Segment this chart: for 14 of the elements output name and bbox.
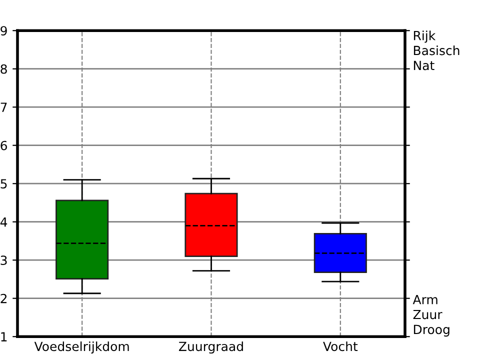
text: Rijk Basisch Nat [414, 30, 460, 70]
y-tick-label: 3 [0, 256, 7, 266]
y-tick-label: 5 [0, 179, 7, 189]
y-tick-label: 1 [1, 332, 7, 342]
text: Arm Zuur Droog [412, 294, 450, 337]
y-tick-label: 4 [0, 217, 8, 227]
x-tick-label: Voedselrijkdom [34, 341, 129, 354]
y-tick-label: 8 [0, 64, 7, 74]
y-tick-label: 6 [0, 140, 7, 150]
y-tick-label: 2 [0, 294, 7, 304]
x-tick-label: Zuurgraad [178, 341, 243, 354]
y-tick-label: 7 [0, 102, 7, 112]
y-tick-label: 9 [0, 26, 7, 36]
x-tick-label: Vocht [323, 341, 358, 352]
